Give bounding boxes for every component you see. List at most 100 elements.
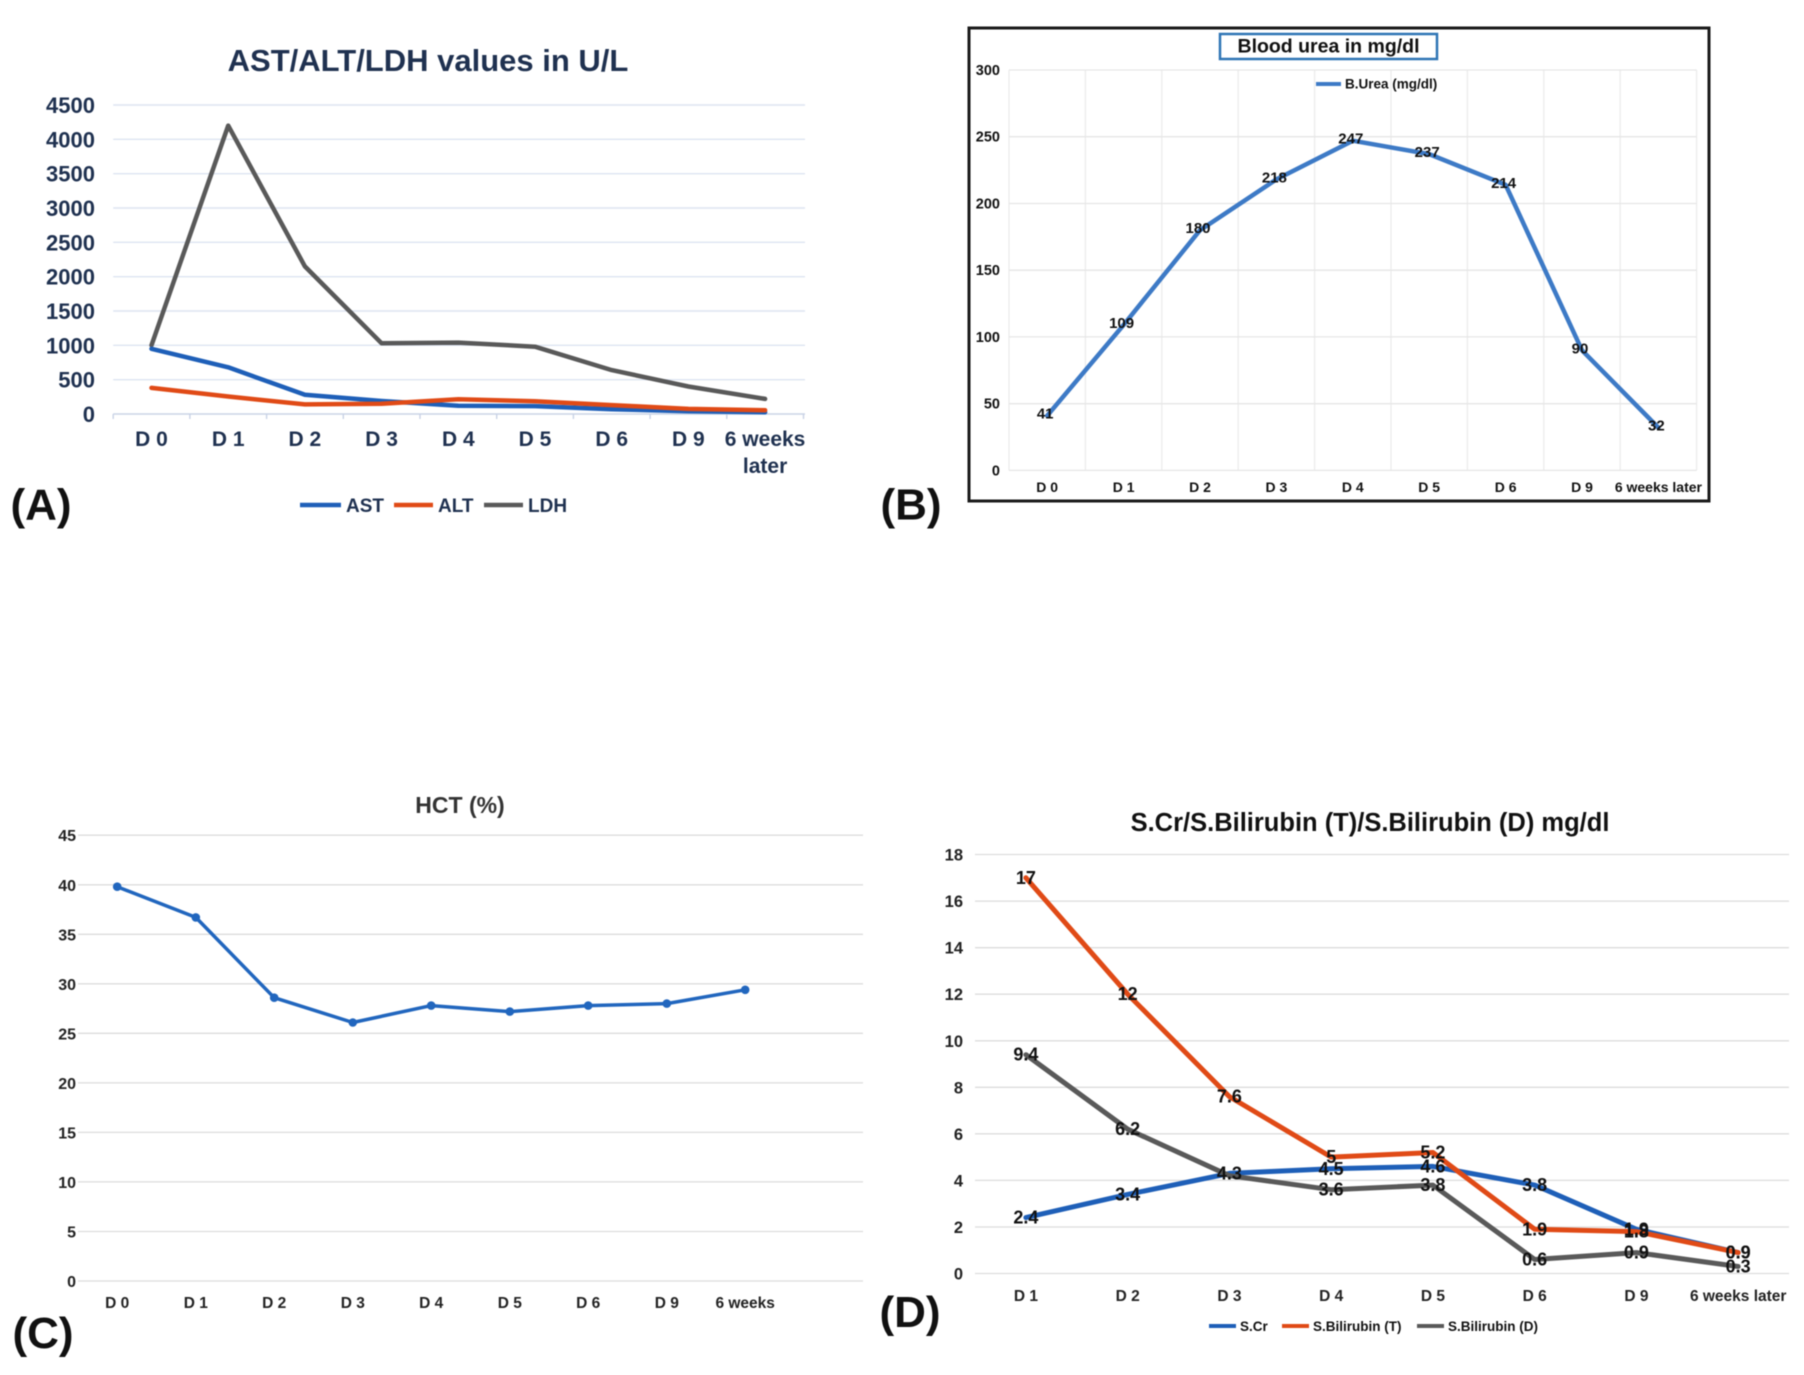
svg-text:D 3: D 3 <box>1266 479 1288 495</box>
svg-text:4.6: 4.6 <box>1420 1156 1445 1176</box>
svg-text:6 weeks: 6 weeks <box>715 1295 774 1312</box>
svg-text:(C): (C) <box>12 1309 73 1358</box>
svg-text:237: 237 <box>1415 144 1440 161</box>
svg-text:9.4: 9.4 <box>1013 1045 1038 1065</box>
svg-text:S.Cr: S.Cr <box>1240 1319 1269 1334</box>
svg-text:S.Bilirubin (T): S.Bilirubin (T) <box>1313 1319 1402 1334</box>
svg-text:14: 14 <box>945 940 964 958</box>
svg-text:6: 6 <box>954 1126 963 1144</box>
svg-text:300: 300 <box>976 63 1000 79</box>
svg-text:0.6: 0.6 <box>1522 1250 1547 1270</box>
svg-text:D 1: D 1 <box>212 428 245 451</box>
svg-text:D 9: D 9 <box>1624 1288 1649 1305</box>
svg-text:6 weeks: 6 weeks <box>725 428 806 451</box>
svg-text:D 6: D 6 <box>595 428 628 451</box>
svg-text:D 3: D 3 <box>1217 1288 1242 1305</box>
svg-text:150: 150 <box>976 263 1000 279</box>
svg-text:4500: 4500 <box>46 93 95 118</box>
svg-text:D 2: D 2 <box>1189 479 1211 495</box>
svg-text:6.2: 6.2 <box>1115 1119 1140 1139</box>
svg-text:50: 50 <box>984 397 1000 413</box>
svg-text:0: 0 <box>83 402 95 427</box>
svg-text:17: 17 <box>1016 868 1036 888</box>
svg-text:(A): (A) <box>10 481 71 530</box>
svg-text:16: 16 <box>945 893 963 911</box>
svg-text:18: 18 <box>945 847 963 865</box>
svg-text:35: 35 <box>58 927 76 944</box>
svg-text:B.Urea (mg/dl): B.Urea (mg/dl) <box>1345 77 1437 92</box>
svg-text:D 6: D 6 <box>576 1295 601 1312</box>
svg-text:D 6: D 6 <box>1523 1288 1548 1305</box>
svg-text:D 1: D 1 <box>184 1295 209 1312</box>
svg-text:D 5: D 5 <box>519 428 552 451</box>
svg-text:214: 214 <box>1491 175 1517 192</box>
svg-text:S.Cr/S.Bilirubin (T)/S.Bilirub: S.Cr/S.Bilirubin (T)/S.Bilirubin (D) mg/… <box>1131 809 1610 837</box>
svg-text:D 3: D 3 <box>365 428 398 451</box>
svg-text:3.8: 3.8 <box>1420 1175 1445 1195</box>
svg-text:12: 12 <box>945 986 963 1004</box>
svg-text:6 weeks later: 6 weeks later <box>1690 1288 1787 1305</box>
svg-text:1000: 1000 <box>46 333 95 358</box>
svg-text:D 4: D 4 <box>1319 1288 1344 1305</box>
svg-text:10: 10 <box>945 1033 963 1051</box>
svg-text:1.9: 1.9 <box>1522 1219 1547 1239</box>
svg-text:15: 15 <box>58 1125 76 1142</box>
svg-text:0: 0 <box>992 463 1000 479</box>
svg-text:6 weeks later: 6 weeks later <box>1615 479 1703 495</box>
svg-text:7.6: 7.6 <box>1217 1087 1242 1107</box>
svg-text:D 2: D 2 <box>262 1295 286 1312</box>
svg-text:1.8: 1.8 <box>1624 1222 1649 1242</box>
svg-text:109: 109 <box>1109 315 1134 332</box>
svg-text:0.9: 0.9 <box>1726 1243 1751 1263</box>
svg-text:D 0: D 0 <box>105 1295 129 1312</box>
svg-text:D 4: D 4 <box>419 1295 444 1312</box>
svg-text:D 9: D 9 <box>1571 479 1593 495</box>
svg-text:Blood urea in mg/dl: Blood urea in mg/dl <box>1237 36 1419 58</box>
svg-text:3000: 3000 <box>46 196 95 221</box>
svg-text:45: 45 <box>58 828 76 845</box>
svg-text:ALT: ALT <box>438 496 474 517</box>
svg-text:180: 180 <box>1185 220 1210 237</box>
svg-text:D 2: D 2 <box>289 428 322 451</box>
svg-text:D 3: D 3 <box>341 1295 366 1312</box>
svg-text:2: 2 <box>954 1219 963 1237</box>
svg-text:D 1: D 1 <box>1014 1288 1039 1305</box>
svg-text:D 4: D 4 <box>442 428 475 451</box>
svg-text:(D): (D) <box>879 1288 940 1337</box>
svg-text:5.2: 5.2 <box>1420 1143 1445 1163</box>
svg-text:41: 41 <box>1037 406 1054 423</box>
svg-text:0.9: 0.9 <box>1726 1243 1751 1263</box>
svg-text:30: 30 <box>58 977 76 994</box>
svg-text:1.9: 1.9 <box>1624 1219 1649 1239</box>
svg-text:D 9: D 9 <box>672 428 705 451</box>
svg-text:218: 218 <box>1262 169 1287 186</box>
svg-text:4.3: 4.3 <box>1217 1163 1242 1183</box>
svg-text:12: 12 <box>1118 984 1138 1004</box>
svg-text:25: 25 <box>58 1026 76 1043</box>
svg-text:32: 32 <box>1648 418 1665 435</box>
svg-text:D 6: D 6 <box>1495 479 1517 495</box>
svg-text:5: 5 <box>1326 1147 1336 1167</box>
svg-text:3.6: 3.6 <box>1319 1180 1344 1200</box>
svg-text:4.5: 4.5 <box>1319 1159 1344 1179</box>
svg-text:40: 40 <box>58 878 76 895</box>
svg-text:D 9: D 9 <box>655 1295 680 1312</box>
svg-text:250: 250 <box>976 130 1000 146</box>
svg-text:D 0: D 0 <box>1036 479 1058 495</box>
svg-text:AST: AST <box>346 496 384 517</box>
svg-text:500: 500 <box>58 368 95 393</box>
svg-text:3.4: 3.4 <box>1115 1184 1140 1204</box>
svg-text:0: 0 <box>954 1266 963 1284</box>
svg-text:3.8: 3.8 <box>1522 1175 1547 1195</box>
svg-text:3500: 3500 <box>46 162 95 187</box>
svg-text:247: 247 <box>1338 131 1363 148</box>
svg-text:AST/ALT/LDH values in U/L: AST/ALT/LDH values in U/L <box>228 43 629 78</box>
svg-text:1500: 1500 <box>46 299 95 324</box>
svg-text:5: 5 <box>67 1225 76 1242</box>
svg-text:D 5: D 5 <box>1418 479 1440 495</box>
svg-text:200: 200 <box>976 197 1000 213</box>
svg-text:D 1: D 1 <box>1113 479 1135 495</box>
svg-text:LDH: LDH <box>528 496 567 517</box>
svg-text:D 5: D 5 <box>498 1295 523 1312</box>
svg-text:4000: 4000 <box>46 127 95 152</box>
